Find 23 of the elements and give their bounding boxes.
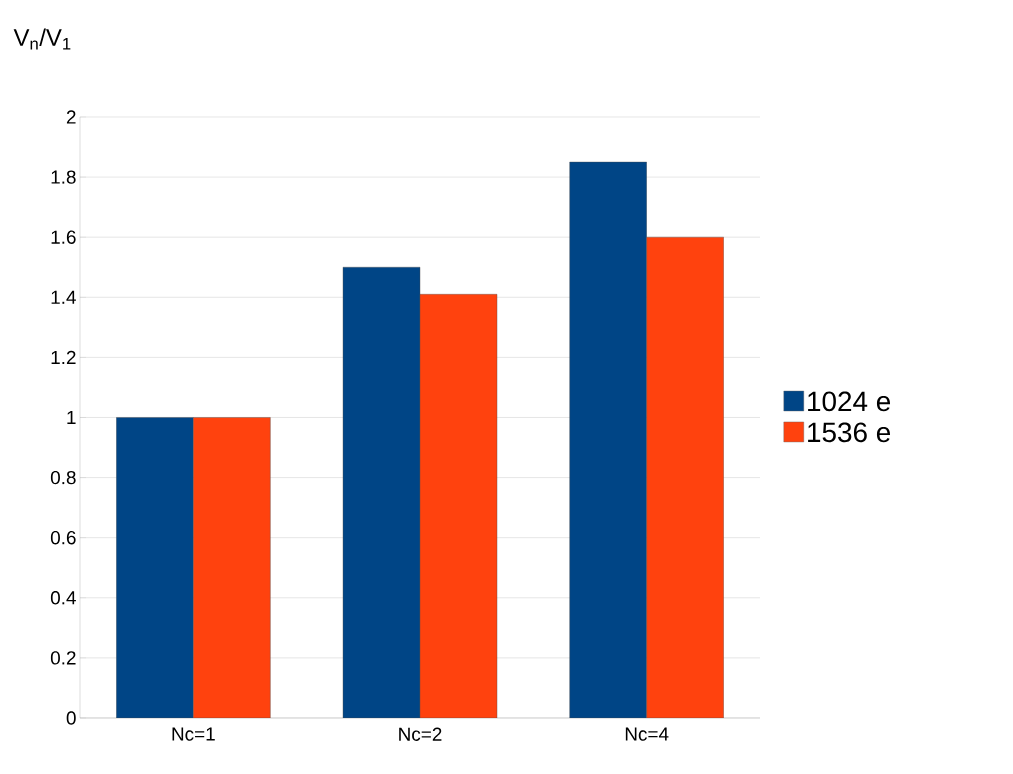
bar xyxy=(646,236,724,718)
legend-label: 1536 e xyxy=(808,422,891,443)
y-tick-label: 1 xyxy=(67,410,76,424)
legend-label: 1024 e xyxy=(808,391,891,412)
y-tick-label: 0.6 xyxy=(50,530,76,545)
y-tick-label: 1.4 xyxy=(51,290,76,304)
x-tick-label: Nc=1 xyxy=(172,727,215,741)
y-tick-label: 1.8 xyxy=(51,170,76,184)
y-axis-title: V$_{n}$/V$_{1}$ xyxy=(13,28,71,50)
bar xyxy=(419,294,498,718)
x-tick-label: Nc=4 xyxy=(625,727,669,741)
bar xyxy=(116,417,194,718)
y-tick-label: 1.6 xyxy=(51,230,76,244)
bar xyxy=(342,267,421,718)
y-tick-label: 1.2 xyxy=(51,350,76,364)
y-tick-label: 0.8 xyxy=(50,470,76,485)
y-tick-label: 0 xyxy=(66,711,76,725)
y-tick-label: 0.2 xyxy=(50,651,76,665)
y-tick-label: 0.4 xyxy=(50,591,76,605)
x-tick-label: Nc=2 xyxy=(399,727,442,741)
bar xyxy=(193,417,271,718)
bar xyxy=(569,161,647,718)
y-tick-label: 2 xyxy=(66,110,76,124)
